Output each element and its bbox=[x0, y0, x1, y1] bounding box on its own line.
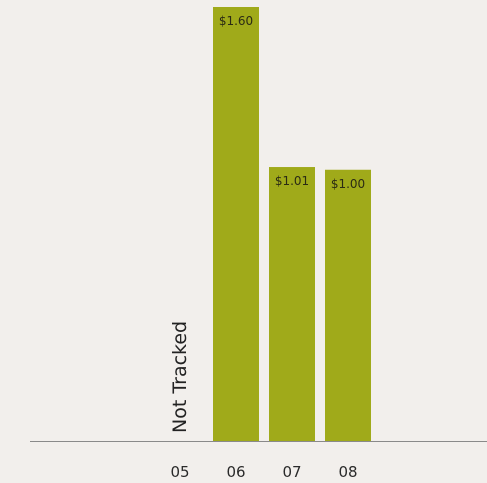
data-label-08: $1.00 bbox=[331, 177, 365, 191]
x-tick-06: 06 bbox=[226, 463, 245, 481]
bar-06 bbox=[213, 7, 259, 441]
annotation-not-tracked: Not Tracked bbox=[169, 321, 191, 433]
x-tick-08: 08 bbox=[338, 463, 357, 481]
annotations-layer: Not Tracked bbox=[169, 321, 191, 433]
data-label-06: $1.60 bbox=[219, 14, 253, 28]
bars-layer bbox=[213, 7, 371, 441]
bar-07 bbox=[269, 167, 315, 441]
bar-08 bbox=[325, 169, 371, 441]
x-tick-07: 07 bbox=[282, 463, 301, 481]
data-label-07: $1.01 bbox=[275, 174, 309, 188]
data-labels-layer: $1.60 $1.01 $1.00 bbox=[219, 14, 365, 191]
x-tick-05: 05 bbox=[170, 463, 189, 481]
x-tick-labels: 05 06 07 08 bbox=[170, 463, 357, 481]
